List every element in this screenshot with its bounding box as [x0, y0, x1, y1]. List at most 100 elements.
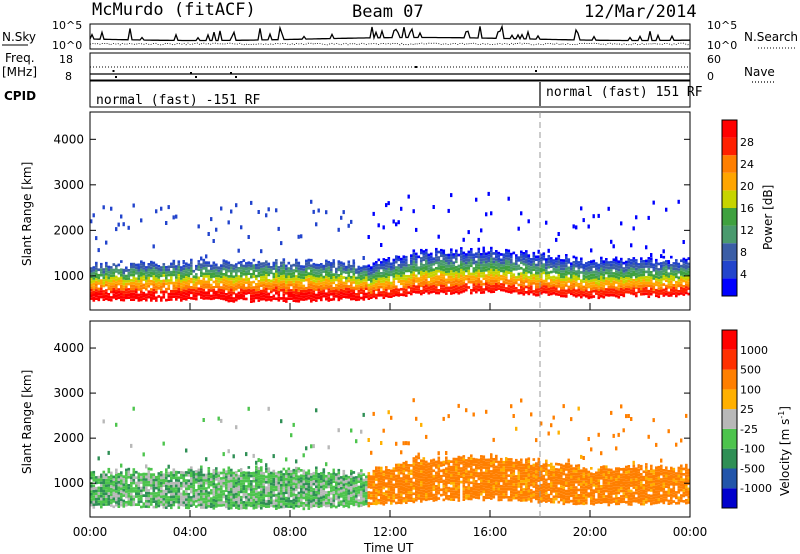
velocity-cell-688: [222, 471, 226, 474]
power-cell-625: [212, 286, 216, 289]
velocity-cell-1434: [357, 473, 360, 478]
power-cell-2346: [525, 271, 528, 275]
velocity-cell-456: [180, 492, 183, 496]
power-cell-2827: [612, 258, 616, 262]
power-cell-1367: [350, 286, 353, 290]
power-cell-1528: [382, 293, 386, 297]
power-cell-2207: [497, 251, 501, 255]
power-colorbar-swatch-4: [722, 208, 737, 226]
velocity-cell-1667: [402, 467, 406, 470]
power-cell-2524: [557, 276, 561, 280]
velocity-cell-366: [162, 489, 166, 493]
power-cell-2183: [495, 277, 498, 280]
power-cell-2990: [645, 289, 648, 293]
power-cell-1904: [447, 267, 451, 271]
power-cell-963: [275, 267, 278, 270]
power-cell-1698: [412, 274, 416, 277]
velocity-cell-776: [237, 477, 241, 481]
power-cell-286: [145, 285, 148, 288]
power-cell-1390: [355, 298, 358, 302]
power-cell-584: [205, 291, 208, 295]
power-cell-2177: [492, 257, 496, 261]
power-cell-2448: [542, 266, 546, 269]
power-cell-934: [270, 285, 273, 288]
power-cell-1511: [377, 266, 381, 270]
velocity-cell-394: [167, 485, 171, 488]
velocity-cell-1490: [370, 483, 373, 487]
velocity-cell-1184: [310, 489, 313, 492]
velocity-cell-729: [230, 485, 233, 488]
power-cell-2061: [475, 274, 478, 277]
power-cell-699: [225, 260, 228, 263]
velocity-cell-1041: [285, 483, 288, 486]
velocity-cell-1600: [390, 469, 393, 473]
power-cell-520: [190, 261, 193, 265]
power-cell-101: [107, 268, 111, 272]
power-cell-2090: [480, 283, 483, 286]
power-cell-1350: [347, 293, 351, 296]
power-cell-1470: [370, 274, 373, 278]
velocity-cell-1250: [322, 495, 326, 499]
velocity-cell-1482: [367, 474, 371, 478]
power-cell-2943: [635, 275, 638, 279]
power-cell-614: [210, 278, 213, 281]
power-cell-680: [222, 275, 226, 279]
velocity-cell-1400: [352, 500, 356, 504]
power-cell-2338: [522, 257, 526, 261]
velocity-cell-178: [125, 495, 128, 499]
velocity-cell-905: [260, 471, 263, 475]
power-colorbar-swatch-1: [722, 260, 737, 279]
velocity-cell-913: [262, 493, 266, 497]
power-cell-1748: [422, 291, 426, 294]
velocity-cell-1115: [297, 483, 301, 487]
velocity-cell-1566: [385, 493, 388, 496]
power-cell-857: [255, 263, 258, 267]
velocity-cell-395: [167, 482, 171, 486]
power-cell-728: [230, 263, 233, 267]
velocity-cell-525: [192, 478, 196, 482]
velocity-cell-1666: [402, 470, 406, 473]
velocity-cell-924: [265, 499, 268, 503]
power-cell-2140: [487, 265, 491, 268]
power-cell-389: [165, 268, 168, 272]
power-cell-335: [155, 296, 158, 300]
velocity-cell-424: [172, 473, 176, 477]
power-cell-1334: [342, 268, 346, 271]
power-cell-757: [237, 294, 241, 297]
power-cell-1561: [387, 284, 391, 287]
velocity-cell-1549: [380, 441, 383, 445]
power-cell-2251: [507, 282, 511, 285]
velocity-cell-476: [185, 503, 188, 507]
power-cell-1236: [325, 278, 328, 282]
velocity-cell-564: [200, 479, 203, 482]
velocity-cell-290: [147, 491, 151, 495]
power-cell-2877: [622, 280, 626, 284]
power-cell-422: [172, 270, 176, 274]
velocity-cell-632: [212, 479, 216, 483]
power-cell-2240: [505, 268, 508, 271]
power-cell-1636: [400, 257, 403, 261]
power-cell-1023: [285, 264, 288, 268]
power-cell-401: [167, 268, 171, 271]
power-cell-1057: [292, 277, 296, 281]
power-cell-3203: [687, 292, 691, 296]
power-cell-1622: [397, 258, 401, 262]
power-cell-388: [165, 271, 168, 275]
power-cell-9: [90, 272, 93, 276]
power-cell-740: [232, 267, 236, 270]
power-cell-1127: [305, 270, 308, 274]
velocity-cell-989: [275, 474, 278, 478]
velocity-cell-1214: [315, 480, 318, 483]
power-cell-1658: [405, 280, 408, 284]
velocity-cell-349: [160, 498, 163, 501]
velocity-cell-1084: [292, 487, 296, 491]
velocity-cell-766: [237, 504, 241, 508]
power-cell-2928: [632, 279, 636, 282]
power-cell-1166: [312, 287, 316, 291]
power-cell-2610: [572, 263, 576, 267]
power-cell-2947: [635, 264, 638, 268]
power-cell-222: [132, 276, 136, 280]
power-cell-1157: [310, 269, 313, 273]
velocity-cell-391: [167, 496, 171, 499]
power-cell-3083: [662, 275, 666, 278]
